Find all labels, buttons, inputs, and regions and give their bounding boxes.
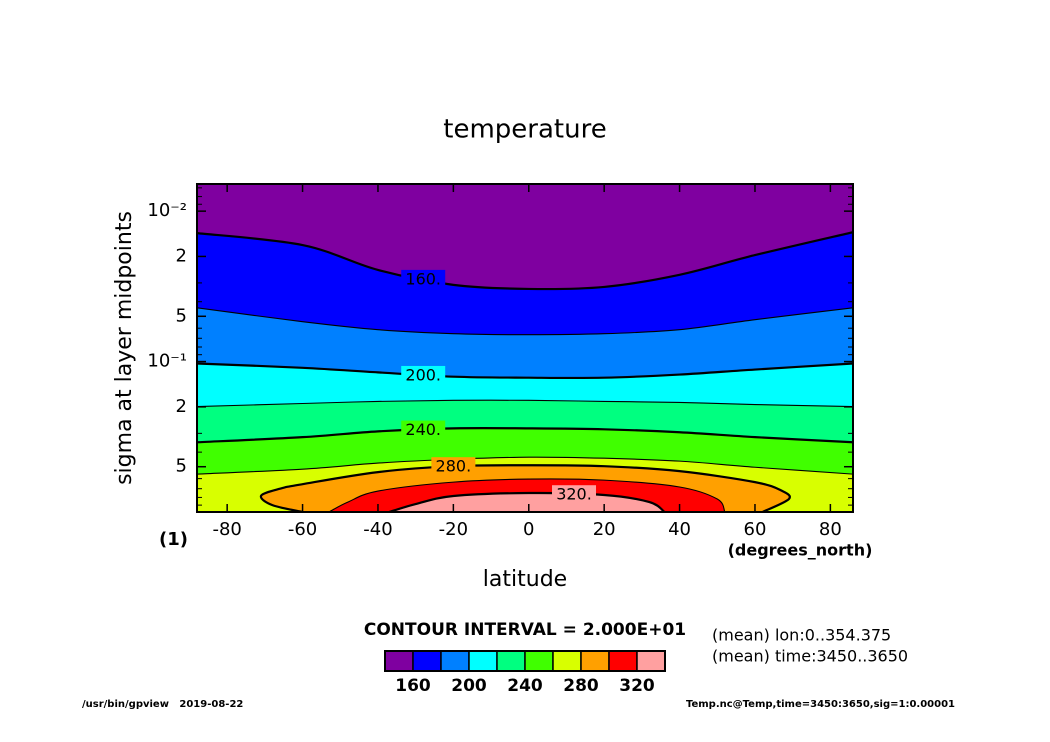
colorbar-box bbox=[384, 650, 414, 672]
contour-label: 160. bbox=[405, 269, 441, 288]
x-axis-units: (degrees_north) bbox=[728, 541, 873, 560]
contour-label-bg bbox=[401, 269, 446, 288]
contour-line bbox=[197, 456, 853, 475]
colorbar-tick-label: 280 bbox=[563, 676, 599, 696]
y-tick-label: 10⁻² bbox=[147, 200, 187, 221]
note: (mean) lon:0..354.375 bbox=[712, 626, 891, 645]
contour-label: 240. bbox=[405, 420, 441, 439]
x-tick-label: 0 bbox=[523, 519, 534, 540]
y-tick-label: 2 bbox=[176, 396, 187, 417]
contour-line bbox=[197, 231, 853, 291]
colorbar-box bbox=[524, 650, 554, 672]
note: (mean) time:3450..3650 bbox=[712, 647, 908, 666]
contour-label: 200. bbox=[405, 365, 441, 384]
x-tick-label: -60 bbox=[288, 519, 317, 540]
y-tick-label: 5 bbox=[176, 305, 187, 326]
contour-line bbox=[197, 362, 853, 380]
contour-line bbox=[259, 464, 791, 512]
colorbar-tick-label: 320 bbox=[619, 676, 655, 696]
colorbar-box bbox=[552, 650, 582, 672]
colorbar-box bbox=[496, 650, 526, 672]
colorbar-tick-label: 160 bbox=[395, 676, 431, 696]
x-axis-label: latitude bbox=[483, 567, 567, 592]
x-tick-label: 20 bbox=[593, 519, 616, 540]
plot-area: 160. 200. 240. 280. 320. bbox=[197, 184, 853, 512]
colorbar-box bbox=[636, 650, 666, 672]
y-tick-label: 5 bbox=[176, 456, 187, 477]
contour-label-bg bbox=[401, 420, 446, 439]
contour-label-bg bbox=[431, 457, 476, 476]
y-tick-label: (1) bbox=[159, 529, 188, 550]
x-tick-label: 60 bbox=[744, 519, 767, 540]
x-tick-label: 80 bbox=[819, 519, 842, 540]
footer-left: /usr/bin/gpview 2019-08-22 bbox=[82, 699, 243, 710]
colorbar-tick-label: 240 bbox=[507, 676, 543, 696]
plot-frame bbox=[196, 183, 854, 513]
contour-interval: CONTOUR INTERVAL = 2.000E+01 bbox=[364, 620, 686, 640]
footer-right: Temp.nc@Temp,time=3450:3650,sig=1:0.0000… bbox=[686, 699, 955, 710]
colorbar-box bbox=[608, 650, 638, 672]
colorbar-box bbox=[440, 650, 470, 672]
contour-label-bg bbox=[401, 365, 446, 384]
colorbar-box bbox=[468, 650, 498, 672]
colorbar-box bbox=[412, 650, 442, 672]
contour-label-bg bbox=[552, 485, 597, 504]
x-tick-label: 40 bbox=[668, 519, 691, 540]
colorbar-tick-label: 200 bbox=[451, 676, 487, 696]
x-tick-label: -40 bbox=[363, 519, 392, 540]
y-tick-label: 2 bbox=[176, 245, 187, 266]
contour-line bbox=[197, 399, 853, 408]
y-axis-label: sigma at layer midpoints bbox=[112, 211, 137, 485]
contour-line bbox=[328, 478, 726, 512]
colorbar-box bbox=[580, 650, 610, 672]
x-tick-label: -80 bbox=[212, 519, 241, 540]
contour-line bbox=[388, 491, 666, 512]
contour-line bbox=[197, 427, 853, 444]
contour-label: 280. bbox=[436, 457, 472, 476]
contour-label: 320. bbox=[556, 485, 592, 504]
x-tick-label: -20 bbox=[439, 519, 468, 540]
contour-line bbox=[197, 307, 853, 336]
y-tick-label: 10⁻¹ bbox=[147, 351, 187, 372]
colorbar-frame bbox=[384, 650, 666, 672]
chart-title: temperature bbox=[443, 115, 606, 145]
